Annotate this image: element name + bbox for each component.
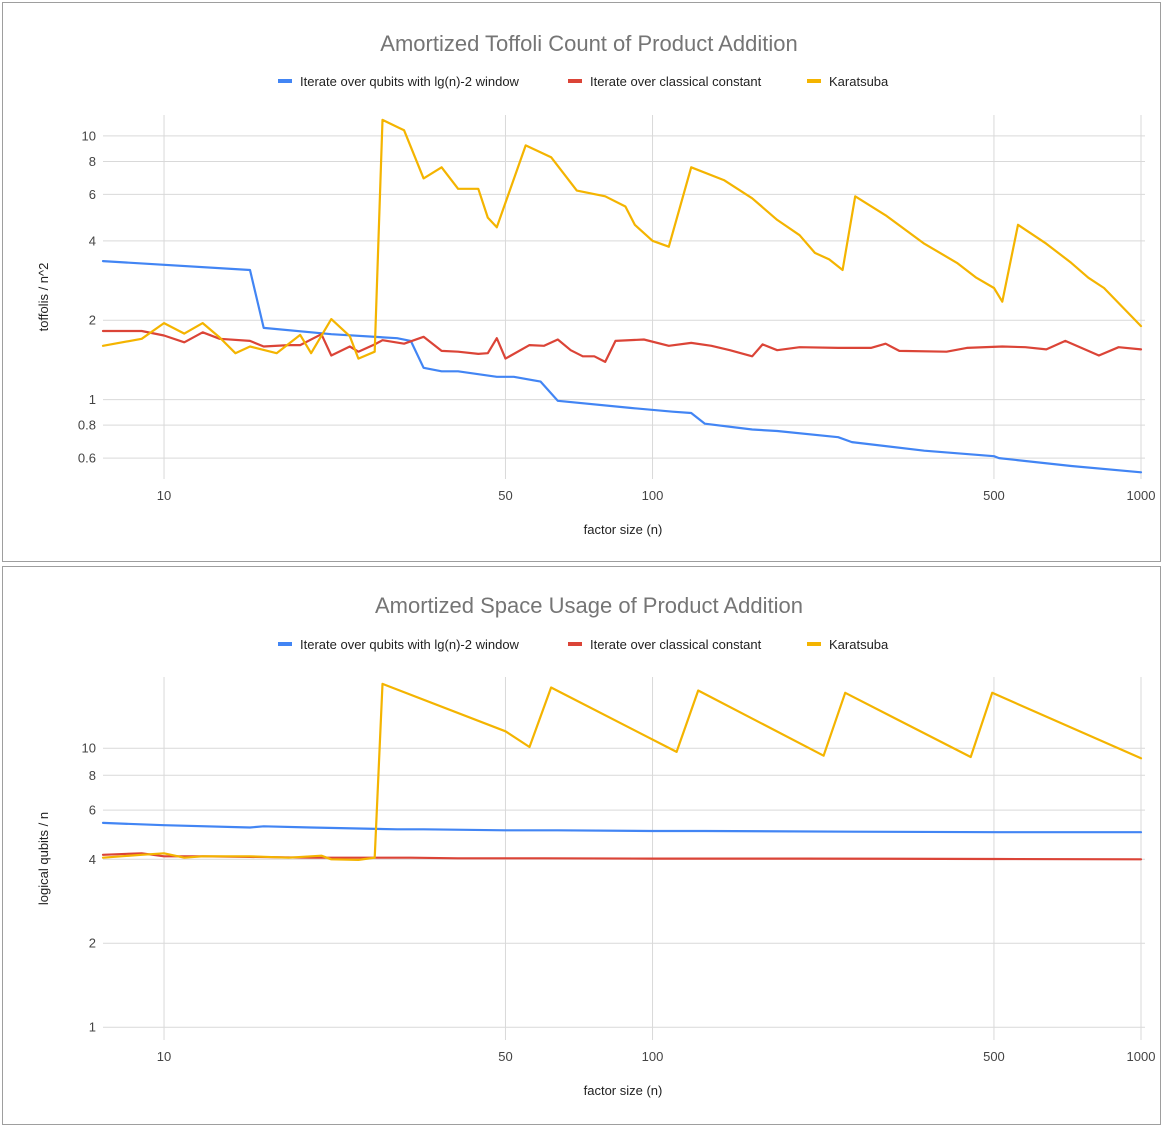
series-line [101,682,1143,861]
series-line [101,821,1143,834]
y-axis-label: toffolis / n^2 [36,263,51,332]
y-tick-label: 10 [82,741,96,756]
legend-label: Karatsuba [829,637,889,652]
y-tick-label: 6 [89,803,96,818]
y-tick-label: 1 [89,392,96,407]
legend-label: Iterate over qubits with lg(n)-2 window [300,74,520,89]
legend-item[interactable]: Karatsuba [807,637,889,652]
y-tick-label: 8 [89,768,96,783]
legend-label: Karatsuba [829,74,889,89]
x-tick-label: 100 [642,1049,664,1064]
y-tick-label: 0.6 [78,451,96,466]
y-tick-label: 4 [89,852,96,867]
toffoli-chart-panel: 10 50 100 500 1000 0.6 0.8 1 2 4 6 8 10 Amortized Tof… [2,2,1161,562]
y-tick-label: 8 [89,154,96,169]
space-chart-panel: 10 50 100 500 1000 1 2 4 6 8 10 Amortized Space Usa… [2,566,1161,1125]
chart-title: Amortized Toffoli Count of Product Addit… [380,31,797,56]
series-line [101,118,1143,360]
x-tick-label: 500 [983,488,1005,503]
chart-title: Amortized Space Usage of Product Additio… [375,593,803,618]
x-tick-label: 1000 [1127,488,1156,503]
x-tick-label: 10 [157,488,171,503]
x-tick-label: 1000 [1127,1049,1156,1064]
y-axis-label: logical qubits / n [36,812,51,905]
legend-label: Iterate over classical constant [590,74,762,89]
y-tick-label: 1 [89,1020,96,1035]
space-chart: 10 50 100 500 1000 1 2 4 6 8 10 Amortized Space Usa… [36,593,1156,1098]
legend-item[interactable]: Iterate over qubits with lg(n)-2 window [278,637,520,652]
legend-label: Iterate over qubits with lg(n)-2 window [300,637,520,652]
legend-label: Iterate over classical constant [590,637,762,652]
x-axis-label: factor size (n) [584,1083,663,1098]
series-line [101,260,1143,474]
x-tick-label: 10 [157,1049,171,1064]
y-tick-label: 4 [89,233,96,248]
x-axis-label: factor size (n) [584,522,663,537]
legend-item[interactable]: Iterate over qubits with lg(n)-2 window [278,74,520,89]
series-line [101,329,1143,363]
x-tick-label: 50 [498,488,512,503]
x-tick-label: 500 [983,1049,1005,1064]
x-tick-label: 100 [642,488,664,503]
y-tick-label: 2 [89,313,96,328]
x-tick-label: 50 [498,1049,512,1064]
y-tick-label: 6 [89,187,96,202]
y-tick-label: 0.8 [78,418,96,433]
legend-item[interactable]: Karatsuba [807,74,889,89]
legend-item[interactable]: Iterate over classical constant [568,74,762,89]
toffoli-chart: 10 50 100 500 1000 0.6 0.8 1 2 4 6 8 10 Amortized Tof… [36,31,1156,537]
legend-item[interactable]: Iterate over classical constant [568,637,762,652]
y-tick-label: 10 [82,128,96,143]
y-tick-label: 2 [89,936,96,951]
